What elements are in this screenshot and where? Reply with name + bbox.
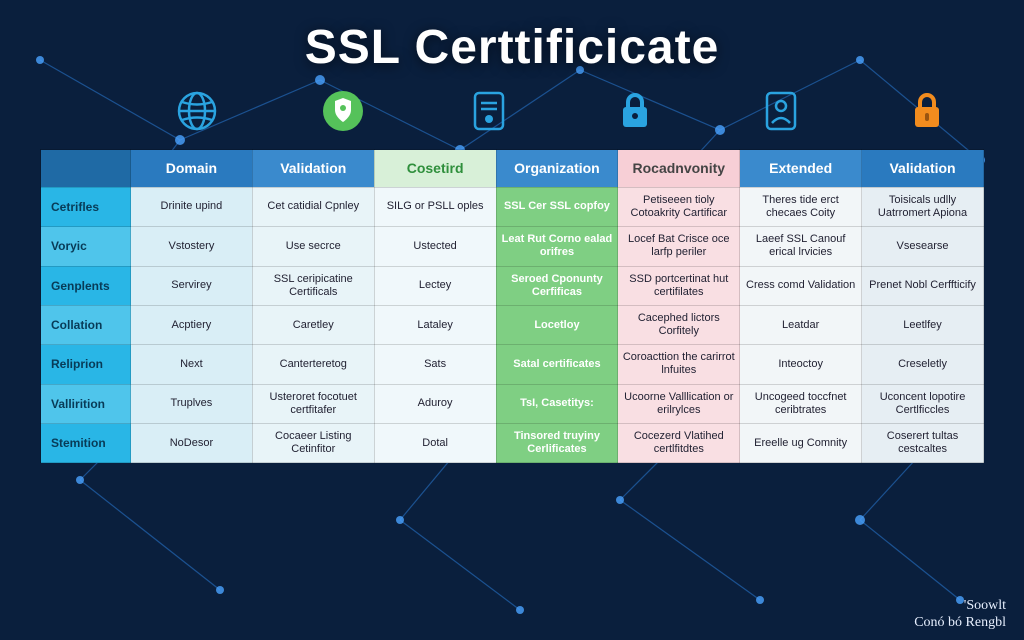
table-cell: Dotal — [374, 424, 496, 463]
table-cell: Locef Bat Crisce oce larfp periler — [618, 227, 740, 266]
document-icon — [465, 87, 513, 135]
table-cell: Uncogeed toccfnet ceribtrates — [740, 384, 862, 423]
table-cell: Uconcent lopotire Certlficcles — [862, 384, 984, 423]
table-cell: Acptiery — [131, 305, 253, 344]
row-label: Stemition — [41, 424, 131, 463]
table-cell: Ucoorne Valllication or erilrylces — [618, 384, 740, 423]
table-row: StemitionNoDesorCocaeer Listing Cetinfit… — [41, 424, 984, 463]
table-cell: Sats — [374, 345, 496, 384]
table-cell: Theres tide erct checaes Coity — [740, 187, 862, 226]
col-cosetird: Cosetird — [374, 150, 496, 188]
row-label: Cetrifles — [41, 187, 131, 226]
table-cell: Next — [131, 345, 253, 384]
table-cell: Aduroy — [374, 384, 496, 423]
page-title: SSL Certtificicate — [40, 20, 984, 75]
table-header-row: Domain Validation Cosetird Organization … — [41, 150, 984, 188]
table-cell: Use secrce — [252, 227, 374, 266]
table-cell: Tinsored truyiny Cerlificates — [496, 424, 618, 463]
table-cell: SSL Cer SSL copfoy — [496, 187, 618, 226]
table-cell: SSD portcertinat hut certifilates — [618, 266, 740, 305]
globe-icon — [173, 87, 221, 135]
col-rocadnvonity: Rocadnvonity — [618, 150, 740, 188]
table-cell: Coroacttion the carirrot lnfuites — [618, 345, 740, 384]
table-cell: Cocezerd Vlatihed certlfitdtes — [618, 424, 740, 463]
table-cell: Drinite upind — [131, 187, 253, 226]
table-cell: Leat Rut Corno ealad orifres — [496, 227, 618, 266]
person-badge-icon — [757, 87, 805, 135]
icon-row — [40, 87, 984, 135]
row-label: Reliprion — [41, 345, 131, 384]
table-row: CollationAcptieryCaretleyLataleyLocetloy… — [41, 305, 984, 344]
table-cell: Cacephed lictors Corfitely — [618, 305, 740, 344]
signature-line1: 'Soowlt — [914, 598, 1006, 615]
table-cell: Ustected — [374, 227, 496, 266]
col-extended: Extended — [740, 150, 862, 188]
table-cell: Seroed Cponunty Cerfificas — [496, 266, 618, 305]
table-cell: Canterteretog — [252, 345, 374, 384]
table-cell: Vstostery — [131, 227, 253, 266]
table-cell: Ereelle ug Comnity — [740, 424, 862, 463]
table-cell: Creseletly — [862, 345, 984, 384]
table-cell: Truplves — [131, 384, 253, 423]
col-validation2: Validation — [862, 150, 984, 188]
table-cell: Cet catidial Cpnley — [252, 187, 374, 226]
shield-icon — [319, 87, 367, 135]
table-cell: Locetloy — [496, 305, 618, 344]
row-label: Genplents — [41, 266, 131, 305]
col-validation: Validation — [252, 150, 374, 188]
table-cell: TsI, Casetitys: — [496, 384, 618, 423]
table-cell: SILG or PSLL oples — [374, 187, 496, 226]
table-cell: Prenet Nobl Cerffticify — [862, 266, 984, 305]
table-cell: Coserert tultas cestcaltes — [862, 424, 984, 463]
table-cell: Inteoctoy — [740, 345, 862, 384]
table-cell: Satal certificates — [496, 345, 618, 384]
col-organization: Organization — [496, 150, 618, 188]
row-label: Vallirition — [41, 384, 131, 423]
table-row: CetriflesDrinite upindCet catidial Cpnle… — [41, 187, 984, 226]
table-cell: Cocaeer Listing Cetinfitor — [252, 424, 374, 463]
signature-line2: Conó bó Rengbl — [914, 615, 1006, 632]
table-cell: NoDesor — [131, 424, 253, 463]
table-cell: Laeef SSL Canouf erical lrvicies — [740, 227, 862, 266]
table-cell: Toisicals udlly Uatrromert Apiona — [862, 187, 984, 226]
certificate-table: Domain Validation Cosetird Organization … — [40, 149, 984, 463]
table-cell: Usteroret focotuet certfitafer — [252, 384, 374, 423]
row-label: Collation — [41, 305, 131, 344]
table-cell: Leatdar — [740, 305, 862, 344]
table-cell: SSL ceripicatine Certificals — [252, 266, 374, 305]
table-row: ReliprionNextCanterteretogSatsSatal cert… — [41, 345, 984, 384]
signature: 'Soowlt Conó bó Rengbl — [914, 598, 1006, 632]
table-cell: Servirey — [131, 266, 253, 305]
lock-icon — [611, 87, 659, 135]
table-cell: Caretley — [252, 305, 374, 344]
table-cell: Cress comd Validation — [740, 266, 862, 305]
table-row: ValliritionTruplvesUsteroret focotuet ce… — [41, 384, 984, 423]
col-domain: Domain — [131, 150, 253, 188]
table-row: VoryicVstosteryUse secrceUstectedLeat Ru… — [41, 227, 984, 266]
table-cell: Leetlfey — [862, 305, 984, 344]
padlock-icon — [903, 87, 951, 135]
col-0 — [41, 150, 131, 188]
table-cell: Petiseeen tioly Cotoakrity Cartificar — [618, 187, 740, 226]
table-cell: Lataley — [374, 305, 496, 344]
table-row: GenplentsServireySSL ceripicatine Certif… — [41, 266, 984, 305]
row-label: Voryic — [41, 227, 131, 266]
table-cell: Lectey — [374, 266, 496, 305]
table-cell: Vsesearse — [862, 227, 984, 266]
